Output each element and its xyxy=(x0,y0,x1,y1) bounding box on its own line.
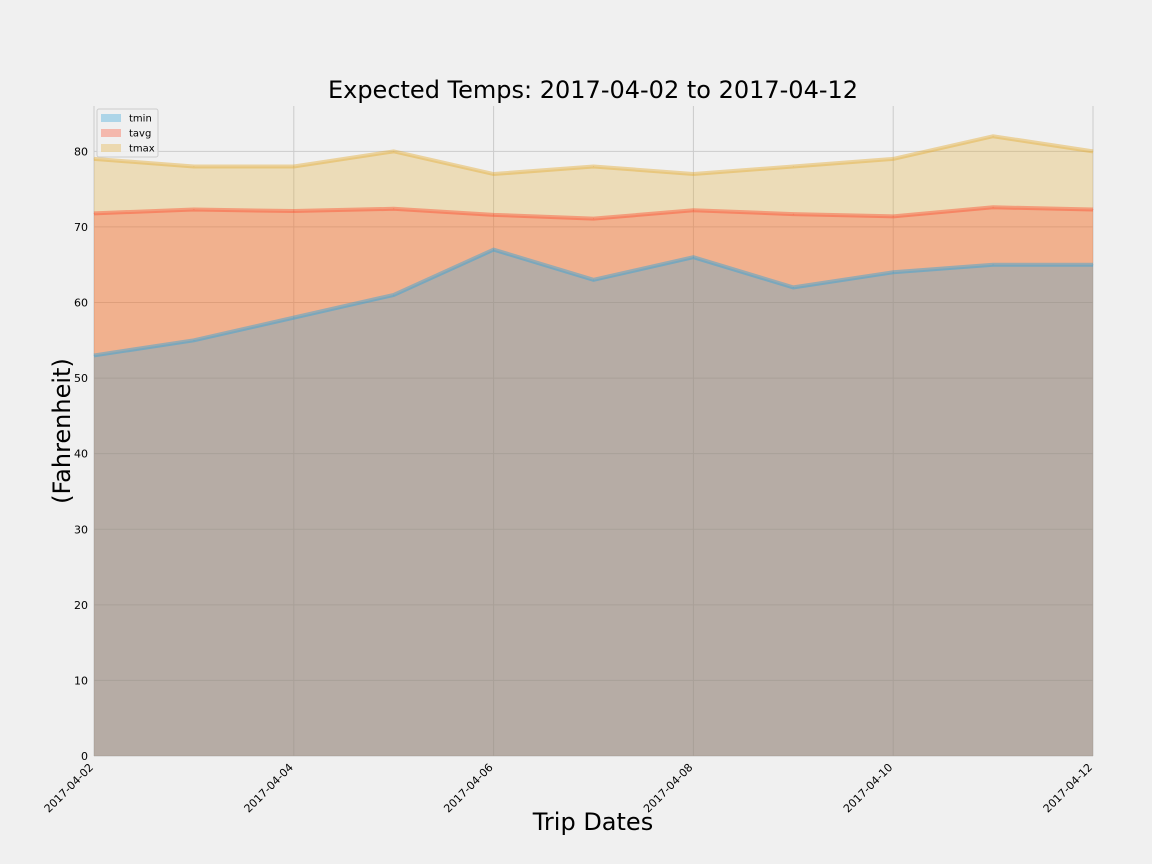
point-tavg xyxy=(792,213,794,215)
point-tmin xyxy=(293,317,295,319)
point-tavg xyxy=(493,214,495,216)
series-areas xyxy=(93,134,1094,757)
chart-title: Expected Temps: 2017-04-02 to 2017-04-12 xyxy=(328,76,858,104)
y-tick-label: 40 xyxy=(74,448,88,461)
plot-background xyxy=(94,106,1093,756)
point-tmin xyxy=(93,354,95,356)
point-tmin xyxy=(593,279,594,281)
point-tmin xyxy=(692,256,694,258)
point-tmax xyxy=(892,158,894,160)
legend-label-tmax: tmax xyxy=(129,144,155,155)
point-tmin xyxy=(992,264,994,266)
y-tick-label: 20 xyxy=(74,599,88,612)
legend: tmin tavg tmax xyxy=(96,108,159,158)
point-tmin xyxy=(1092,264,1094,266)
point-tmax xyxy=(1092,150,1094,152)
y-tick-label: 0 xyxy=(81,750,88,763)
area-tmax xyxy=(94,136,1093,757)
line-tmax xyxy=(93,134,1094,177)
point-tmax xyxy=(792,165,794,167)
point-tmax xyxy=(93,158,95,160)
x-axis-label: Trip Dates xyxy=(532,808,653,836)
point-tavg xyxy=(293,210,295,212)
point-tavg xyxy=(93,212,95,214)
y-tick-label: 80 xyxy=(74,145,88,158)
y-tick-label: 30 xyxy=(74,523,88,536)
point-tavg xyxy=(393,208,395,210)
point-tmax xyxy=(493,173,495,175)
y-tick-label: 50 xyxy=(74,372,88,385)
legend-swatch-tavg xyxy=(101,129,121,137)
y-tick-label: 10 xyxy=(74,674,88,687)
y-tick-label: 60 xyxy=(74,297,88,310)
point-tmin xyxy=(493,249,495,251)
legend-label-tmin: tmin xyxy=(129,114,152,125)
area-tmin xyxy=(94,249,1093,756)
point-tmax xyxy=(193,165,195,167)
point-tavg xyxy=(593,218,594,220)
legend-box xyxy=(96,108,159,158)
x-tick-label: 2017-04-02 xyxy=(42,761,96,815)
grid xyxy=(93,106,1094,757)
x-tick-label: 2017-04-10 xyxy=(841,761,895,815)
y-tick-label: 70 xyxy=(74,221,88,234)
point-tmin xyxy=(193,339,195,341)
area-tavg xyxy=(94,207,1093,757)
x-tick-label: 2017-04-06 xyxy=(441,761,495,815)
point-tavg xyxy=(692,209,694,211)
point-tmax xyxy=(393,150,395,152)
line-tmin xyxy=(93,247,1093,358)
point-tavg xyxy=(193,209,195,211)
line-tavg xyxy=(93,205,1094,221)
x-tick-label: 2017-04-12 xyxy=(1041,761,1095,815)
point-tmax xyxy=(992,135,994,137)
legend-swatch-tmax xyxy=(101,144,121,152)
legend-swatch-tmin xyxy=(101,114,121,122)
point-tavg xyxy=(992,206,994,208)
x-tick-label: 2017-04-04 xyxy=(242,761,296,815)
point-tmax xyxy=(593,165,594,167)
legend-label-tavg: tavg xyxy=(129,129,151,140)
point-tmin xyxy=(892,271,894,273)
point-tmin xyxy=(393,294,395,296)
point-tavg xyxy=(1092,209,1094,211)
point-tmin xyxy=(792,286,794,288)
point-tmax xyxy=(293,165,295,167)
point-tmax xyxy=(692,173,694,175)
y-axis-ticks: 0 10 20 30 40 50 60 70 80 xyxy=(74,145,88,763)
y-axis-label: (Fahrenheit) xyxy=(48,358,76,504)
point-tavg xyxy=(892,215,894,217)
